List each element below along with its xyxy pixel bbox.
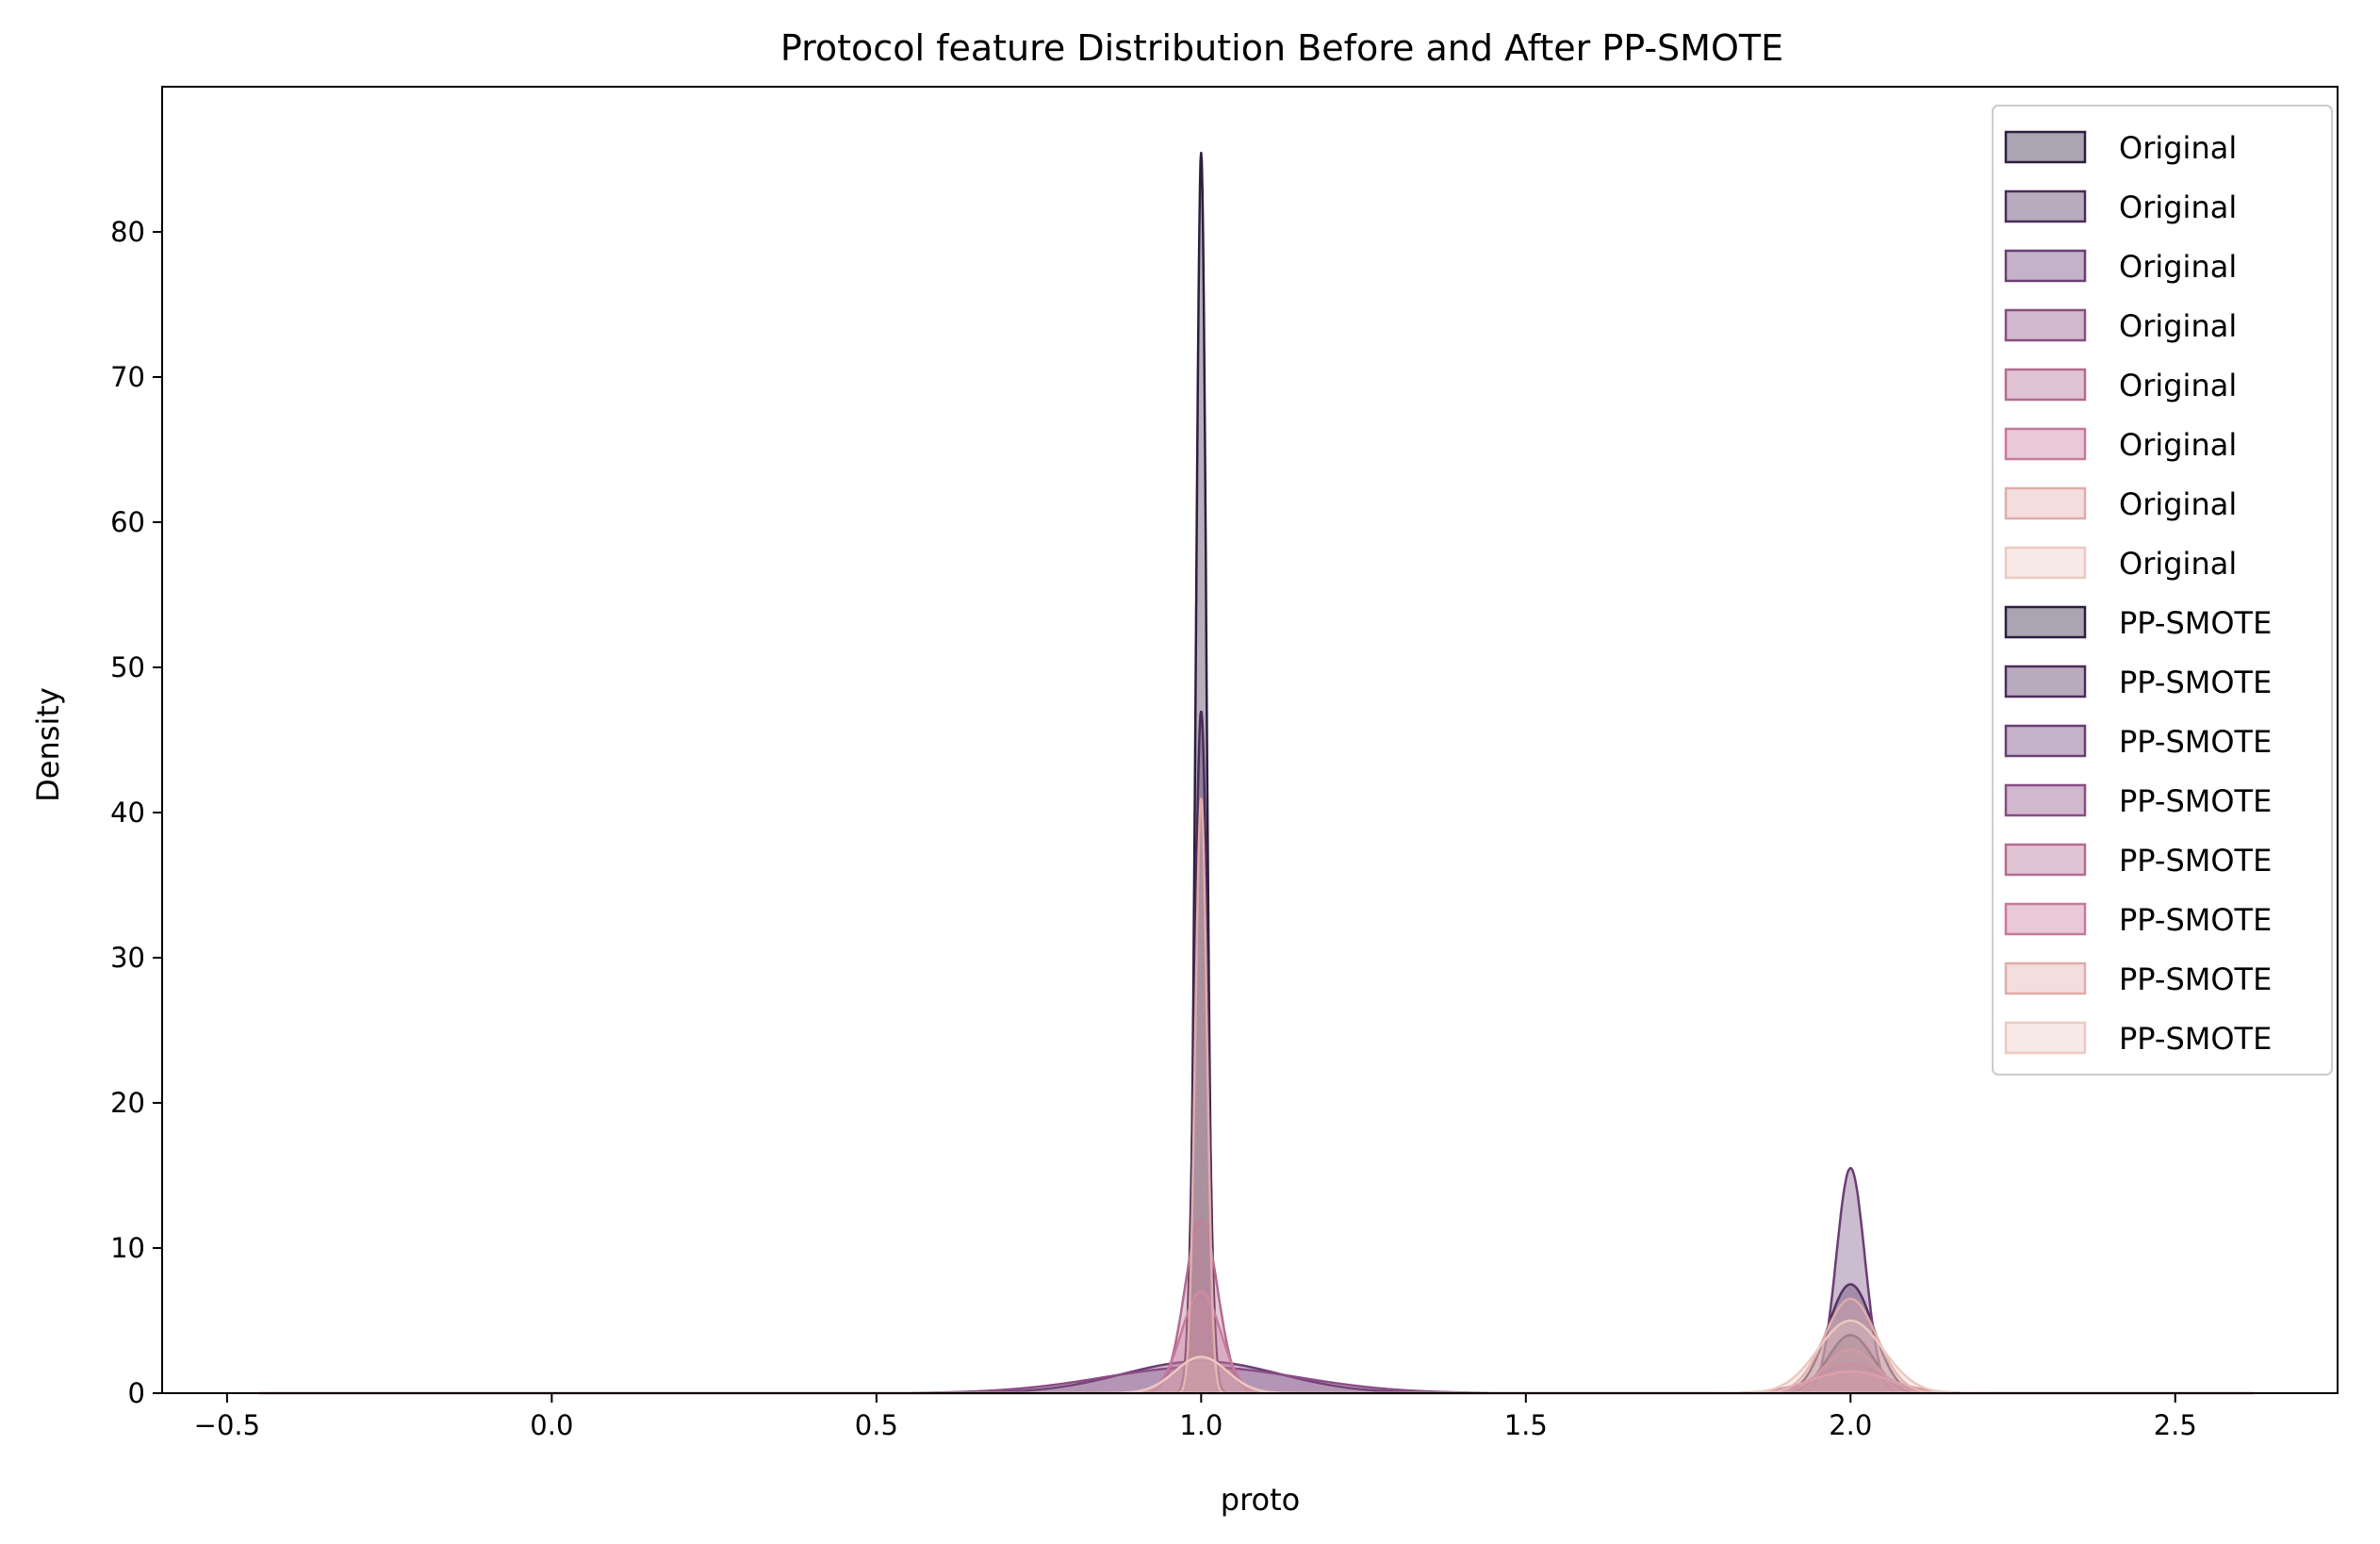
legend-label: PP-SMOTE [2119, 902, 2272, 938]
legend-label: PP-SMOTE [2119, 961, 2272, 997]
x-tick-label: 1.0 [1179, 1409, 1223, 1441]
y-tick-label: 70 [110, 361, 145, 393]
legend-label: Original [2119, 368, 2237, 403]
y-axis-label: Density [30, 687, 66, 802]
y-tick-label: 30 [110, 942, 145, 974]
x-tick-label: 2.5 [2154, 1409, 2197, 1441]
legend-label: Original [2119, 308, 2237, 344]
legend-swatch [2004, 130, 2087, 164]
x-tick-label: 0.5 [855, 1409, 898, 1441]
legend-swatch [2004, 486, 2087, 520]
legend-label: Original [2119, 486, 2237, 522]
x-tick-label: −0.5 [194, 1409, 260, 1441]
x-tick-label: 1.5 [1504, 1409, 1548, 1441]
y-tick-label: 50 [110, 651, 145, 683]
legend-box [1992, 105, 2333, 1076]
legend-label: Original [2119, 546, 2237, 582]
legend-label: PP-SMOTE [2119, 605, 2272, 641]
x-tick-label: 0.0 [530, 1409, 573, 1441]
y-tick-label: 80 [110, 216, 145, 248]
y-tick-label: 10 [110, 1232, 145, 1264]
legend-swatch [2004, 368, 2087, 402]
x-axis-label: proto [1221, 1482, 1300, 1518]
plot-frame [161, 86, 2339, 1394]
legend-swatch [2004, 427, 2087, 461]
legend-swatch [2004, 605, 2087, 639]
y-tick-label: 20 [110, 1087, 145, 1119]
y-tick-label: 60 [110, 506, 145, 538]
legend-swatch [2004, 308, 2087, 342]
legend-label: PP-SMOTE [2119, 724, 2272, 760]
legend-swatch [2004, 724, 2087, 758]
x-tick-label: 2.0 [1829, 1409, 1872, 1441]
legend-swatch [2004, 783, 2087, 817]
legend-swatch [2004, 665, 2087, 698]
legend-label: PP-SMOTE [2119, 1021, 2272, 1057]
legend-label: PP-SMOTE [2119, 665, 2272, 700]
legend-label: Original [2119, 189, 2237, 225]
legend-label: Original [2119, 130, 2237, 166]
legend-swatch [2004, 843, 2087, 877]
legend-swatch [2004, 189, 2087, 223]
legend-swatch [2004, 249, 2087, 283]
legend-swatch [2004, 1021, 2087, 1055]
legend-swatch [2004, 961, 2087, 995]
y-tick-label: 0 [128, 1377, 145, 1409]
y-tick-label: 40 [110, 797, 145, 829]
legend-label: PP-SMOTE [2119, 843, 2272, 879]
legend-label: Original [2119, 249, 2237, 285]
legend: Original Original Original Original Original… [1992, 105, 2333, 1076]
chart-title: Protocol feature Distribution Before and… [780, 27, 1783, 69]
legend-swatch [2004, 546, 2087, 580]
legend-label: Original [2119, 427, 2237, 463]
legend-label: PP-SMOTE [2119, 783, 2272, 819]
legend-swatch [2004, 902, 2087, 936]
axes-layer: −0.5 0.0 0.5 1.0 1.5 2.0 2.5 0 10 20 30 40 50 60 70 80 [110, 86, 2339, 1441]
